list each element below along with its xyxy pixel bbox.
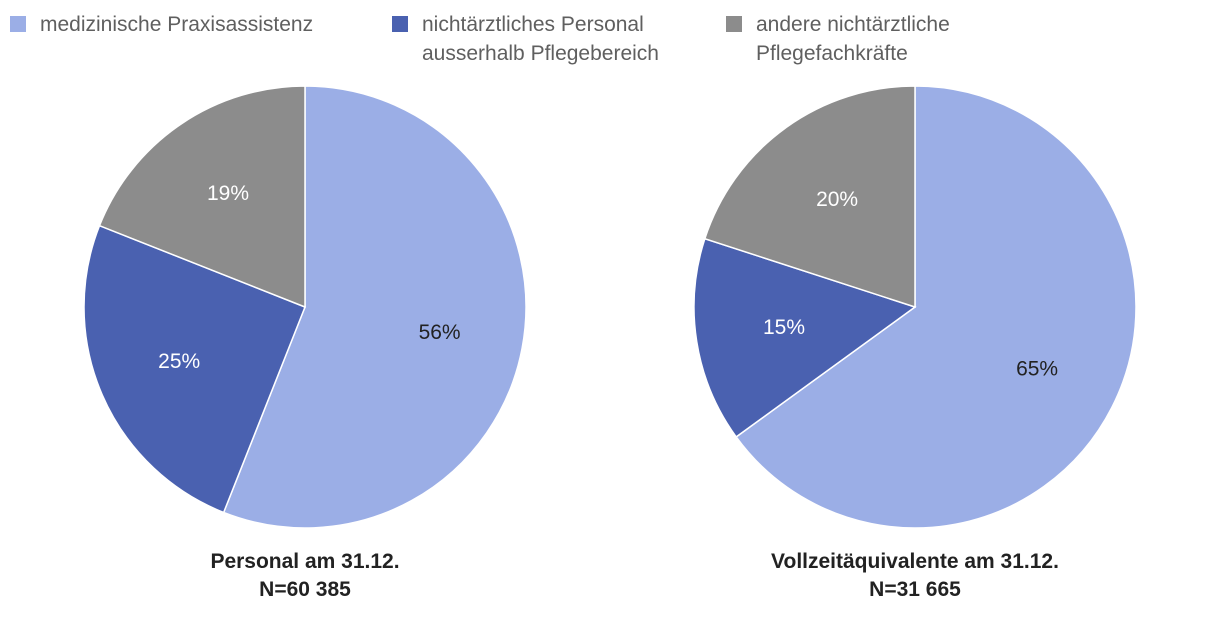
pie-caption-personal: Personal am 31.12. N=60 385 [55, 548, 555, 604]
pie-slice-vollzeit-pflegefachkraefte [703, 85, 916, 309]
pie-vollzeit: 65% 15% 20% [693, 85, 1137, 529]
legend-label-nichtaerztlich: nichtärztliches Personal ausserhalb Pfle… [422, 13, 659, 65]
pie-slice-vollzeit-nichtaerztlich [693, 237, 917, 438]
legend: medizinische Praxisassistenz nichtärztli… [0, 10, 1220, 70]
legend-item-pflegefachkraefte: andere nichtärztliche Pflegefachkräfte [726, 10, 950, 68]
pie-personal: 56% 25% 19% [83, 85, 527, 529]
pie-label-vollzeit-pflegefachkraefte: 20% [816, 188, 858, 211]
pie-label-vollzeit-nichtaerztlich: 15% [763, 316, 805, 339]
legend-label-pflegefachkraefte: andere nichtärztliche Pflegefachkräfte [756, 13, 950, 65]
pie-label-personal-praxisassistenz: 56% [419, 321, 461, 344]
pie-title-vollzeit: Vollzeitäquivalente am 31.12. [771, 550, 1059, 573]
pie-slice-personal-nichtaerztlich [83, 224, 306, 514]
pie-slice-vollzeit-praxisassistenz [735, 85, 1137, 529]
legend-item-praxisassistenz: medizinische Praxisassistenz [10, 10, 313, 39]
pie-label-personal-pflegefachkraefte: 19% [207, 182, 249, 205]
pie-title-personal: Personal am 31.12. [210, 550, 400, 573]
legend-swatch-pflegefachkraefte [726, 16, 742, 32]
legend-swatch-praxisassistenz [10, 16, 26, 32]
pie-slice-personal-pflegefachkraefte [98, 85, 306, 309]
legend-label-praxisassistenz: medizinische Praxisassistenz [40, 13, 314, 36]
legend-item-nichtaerztlich: nichtärztliches Personal ausserhalb Pfle… [392, 10, 659, 68]
pie-caption-vollzeit: Vollzeitäquivalente am 31.12. N=31 665 [665, 548, 1165, 604]
pie-slice-personal-praxisassistenz [222, 85, 527, 529]
pie-label-personal-nichtaerztlich: 25% [158, 350, 200, 373]
pie-subtitle-vollzeit: N=31 665 [869, 578, 961, 601]
legend-swatch-nichtaerztlich [392, 16, 408, 32]
pie-subtitle-personal: N=60 385 [259, 578, 351, 601]
pie-label-vollzeit-praxisassistenz: 65% [1016, 358, 1058, 381]
